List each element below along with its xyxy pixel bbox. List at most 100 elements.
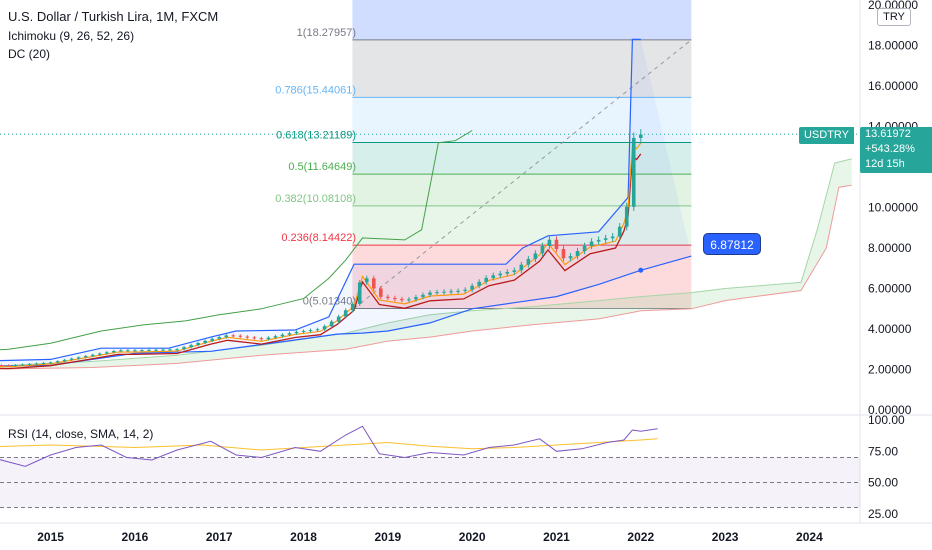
candle-body bbox=[301, 331, 306, 333]
price-axis-tick: 16.00000 bbox=[868, 79, 918, 93]
candle-body bbox=[329, 321, 334, 327]
candle-body bbox=[449, 291, 453, 293]
fib-level-label: 0(5.01340) bbox=[303, 295, 356, 307]
time-axis-tick: 2020 bbox=[459, 530, 486, 544]
candle-body bbox=[34, 363, 39, 365]
candle-body bbox=[62, 359, 67, 362]
rsi-axis-tick: 25.00 bbox=[868, 507, 898, 521]
fib-level-label: 0.5(11.64649) bbox=[288, 161, 356, 173]
fib-level-label: 0.618(13.21189) bbox=[276, 129, 356, 141]
candle-body bbox=[336, 316, 341, 322]
donchian-fill bbox=[0, 39, 692, 367]
candle-body bbox=[308, 330, 313, 332]
candle-body bbox=[582, 245, 587, 252]
candle-body bbox=[505, 271, 510, 274]
chikou-line bbox=[0, 130, 473, 351]
candle-body bbox=[456, 290, 460, 292]
candle-body bbox=[533, 253, 538, 260]
candle-body bbox=[561, 249, 566, 259]
fib-zone-fill bbox=[352, 39, 692, 98]
candle-body bbox=[133, 350, 137, 352]
fib-zone-fill bbox=[352, 205, 692, 246]
time-axis-tick: 2018 bbox=[290, 530, 317, 544]
candle-body bbox=[245, 336, 250, 338]
candle-body bbox=[189, 345, 193, 348]
donchian-legend[interactable]: DC (20) bbox=[8, 47, 51, 61]
candle-body bbox=[20, 364, 25, 366]
rsi-legend[interactable]: RSI (14, close, SMA, 14, 2) bbox=[8, 427, 154, 441]
time-axis-tick: 2017 bbox=[206, 530, 233, 544]
bar-countdown: 12d 15h bbox=[865, 158, 905, 170]
candle-body bbox=[617, 226, 622, 237]
candle-body bbox=[526, 259, 531, 265]
candle-body bbox=[69, 358, 74, 360]
symbol-tag: USDTRY bbox=[799, 127, 854, 144]
candle-body bbox=[512, 270, 517, 272]
currency-button[interactable]: TRY bbox=[877, 8, 911, 26]
candle-body bbox=[400, 299, 404, 301]
candle-body bbox=[407, 299, 411, 301]
candle-body bbox=[83, 356, 88, 358]
candle-body bbox=[463, 289, 467, 291]
candle-body bbox=[554, 239, 559, 250]
candle-body bbox=[224, 335, 229, 338]
time-axis-tick: 2019 bbox=[374, 530, 401, 544]
candle-body bbox=[41, 362, 46, 364]
candle-body bbox=[203, 340, 207, 343]
candle-body bbox=[610, 236, 615, 239]
donchian-upper-line bbox=[0, 38, 641, 362]
candle-body bbox=[638, 134, 643, 138]
rsi-axis-tick: 100.00 bbox=[868, 413, 905, 427]
candle-body bbox=[6, 365, 11, 367]
candle-body bbox=[168, 349, 172, 351]
candle-body bbox=[519, 264, 524, 271]
candle-body bbox=[287, 333, 292, 335]
candle-body bbox=[273, 336, 278, 338]
candle-body bbox=[414, 297, 418, 300]
candle-body bbox=[231, 335, 236, 337]
candle-body bbox=[379, 288, 383, 297]
candle-body bbox=[624, 206, 629, 227]
time-axis-tick: 2024 bbox=[796, 530, 823, 544]
candle-body bbox=[294, 331, 299, 334]
candle-body bbox=[280, 334, 285, 337]
ichimoku-cloud bbox=[0, 158, 852, 369]
rsi-axis-tick: 75.00 bbox=[868, 444, 898, 458]
price-value: 13.61972 bbox=[865, 128, 911, 140]
fib-level-label: 0.236(8.14422) bbox=[281, 232, 356, 244]
candle-body bbox=[547, 239, 552, 246]
candle-body bbox=[104, 352, 109, 354]
candle-body bbox=[470, 285, 474, 290]
price-tag: 13.61972 +543.28% 12d 15h bbox=[860, 127, 932, 173]
senkou-b-line bbox=[0, 184, 852, 370]
candle-body bbox=[259, 338, 264, 340]
candle-body bbox=[55, 361, 60, 363]
candle-body bbox=[154, 349, 158, 351]
candle-body bbox=[0, 365, 4, 367]
candle-body bbox=[238, 335, 243, 337]
candle-body bbox=[589, 241, 594, 246]
fib-level-label: 0.786(15.44061) bbox=[275, 84, 356, 96]
candle-body bbox=[182, 347, 186, 350]
candle-body bbox=[596, 239, 601, 242]
candle-body bbox=[196, 342, 200, 346]
time-axis-tick: 2015 bbox=[37, 530, 64, 544]
candle-body bbox=[364, 278, 369, 283]
candle-body bbox=[161, 349, 165, 351]
projection-point bbox=[638, 267, 644, 273]
candle-body bbox=[90, 354, 95, 357]
candle-body bbox=[252, 337, 257, 339]
fib-extension-fill bbox=[352, 0, 692, 40]
candle-body bbox=[343, 310, 348, 317]
candle-body bbox=[540, 245, 545, 254]
candle-body bbox=[484, 277, 489, 282]
price-change: +543.28% bbox=[865, 143, 915, 155]
candle-body bbox=[575, 251, 580, 257]
candle-body bbox=[315, 329, 320, 331]
ichimoku-legend[interactable]: Ichimoku (9, 26, 52, 26) bbox=[8, 29, 135, 43]
tenkan-line bbox=[0, 142, 642, 368]
time-axis-tick: 2022 bbox=[627, 530, 654, 544]
candle-body bbox=[175, 349, 179, 351]
candle-body bbox=[13, 364, 18, 366]
